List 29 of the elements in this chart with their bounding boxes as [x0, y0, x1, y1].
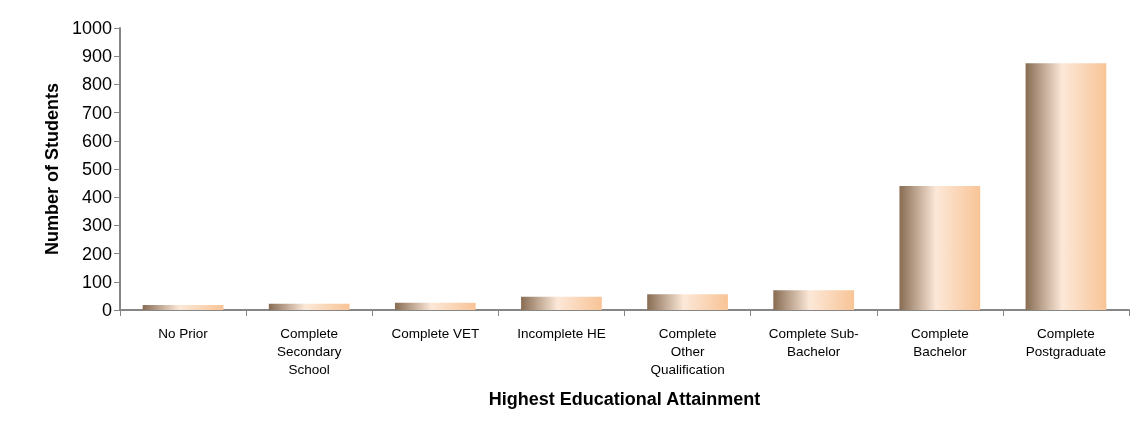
- x-tick-label: No Prior: [158, 325, 209, 341]
- y-tick-label: 1000: [71, 18, 112, 38]
- y-axis-title: Number of Students: [42, 82, 63, 256]
- y-tick-label: 900: [81, 46, 112, 67]
- x-tick-label: Complete Bachelor: [910, 325, 969, 359]
- bar: [268, 303, 350, 310]
- y-tick-label: 100: [81, 271, 112, 292]
- x-tick-label: Incomplete HE: [517, 325, 606, 341]
- y-tick-label: 600: [81, 130, 112, 151]
- y-tick-label: 400: [81, 187, 112, 208]
- x-tick-label: Complete Sub- Bachelor: [768, 325, 859, 359]
- bar: [647, 294, 728, 310]
- bar: [142, 304, 224, 310]
- y-tick-label: 300: [81, 215, 112, 236]
- y-tick-label: 200: [81, 243, 112, 264]
- y-tick-label: 500: [81, 159, 112, 179]
- y-tick-label: 0: [101, 300, 112, 320]
- y-tick-label: 700: [81, 102, 112, 123]
- x-tick-label: Complete Postgraduate: [1025, 325, 1107, 359]
- bar: [521, 296, 602, 310]
- bar: [1025, 63, 1107, 310]
- x-tick-label: Complete VET: [391, 325, 480, 341]
- x-tick-label: Complete Other Qualification: [650, 325, 725, 377]
- x-tick-label: Complete Secondary School: [276, 325, 342, 377]
- x-axis-title: Highest Educational Attainment: [488, 389, 761, 409]
- bar: [899, 185, 981, 310]
- bar: [773, 290, 855, 310]
- bar: [394, 302, 476, 310]
- y-tick-label: 800: [81, 74, 112, 95]
